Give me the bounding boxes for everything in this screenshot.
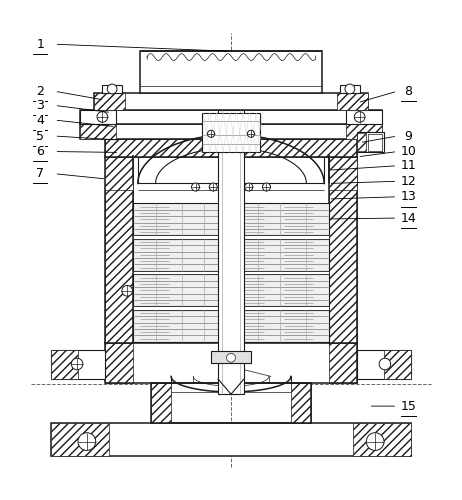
Text: 13: 13	[401, 190, 416, 203]
Bar	[340, 84, 359, 94]
Circle shape	[192, 183, 200, 191]
Bar	[104, 139, 358, 157]
Circle shape	[207, 130, 214, 138]
Bar	[358, 350, 411, 378]
Bar	[104, 343, 358, 383]
Bar	[51, 423, 109, 456]
Bar	[218, 110, 244, 394]
Bar	[103, 84, 122, 94]
Text: 7: 7	[36, 167, 44, 180]
Text: 11: 11	[401, 159, 416, 172]
Bar	[346, 124, 382, 139]
Bar	[51, 350, 104, 378]
Text: 10: 10	[401, 145, 416, 158]
Bar	[80, 110, 116, 124]
Text: 8: 8	[404, 84, 413, 98]
Bar	[151, 383, 171, 423]
Bar	[231, 310, 328, 342]
Bar	[51, 423, 411, 456]
Text: 14: 14	[401, 212, 416, 224]
Bar	[104, 139, 358, 157]
Bar	[80, 110, 382, 124]
Bar	[211, 350, 251, 363]
Circle shape	[379, 358, 391, 370]
Circle shape	[226, 354, 236, 362]
Bar	[51, 350, 78, 378]
Bar	[93, 94, 125, 110]
Bar	[202, 112, 260, 152]
Bar	[358, 133, 366, 150]
Text: 9: 9	[404, 130, 413, 142]
Text: 6: 6	[36, 145, 44, 158]
Bar	[134, 236, 328, 239]
Bar	[328, 157, 358, 343]
Bar	[80, 124, 382, 139]
Bar	[171, 383, 291, 392]
Circle shape	[245, 183, 253, 191]
Text: 1: 1	[36, 38, 44, 51]
Bar	[80, 124, 116, 139]
Bar	[134, 271, 328, 274]
Circle shape	[227, 183, 235, 191]
Circle shape	[107, 84, 117, 94]
Bar	[134, 310, 231, 342]
Bar	[384, 350, 411, 378]
Bar	[328, 157, 358, 343]
Bar	[104, 157, 134, 190]
Bar	[151, 383, 311, 423]
Text: 12: 12	[401, 175, 416, 188]
Circle shape	[71, 358, 83, 370]
Bar	[134, 274, 231, 306]
Bar	[231, 239, 328, 271]
Bar	[231, 204, 328, 236]
Bar	[140, 52, 322, 94]
Text: 3: 3	[36, 99, 44, 112]
Bar	[104, 157, 134, 343]
Circle shape	[248, 130, 255, 138]
Bar	[104, 157, 134, 343]
Circle shape	[354, 112, 365, 122]
Bar	[353, 423, 411, 456]
Bar	[231, 274, 328, 306]
Circle shape	[209, 183, 217, 191]
Bar	[328, 157, 358, 190]
Bar	[291, 383, 311, 423]
Bar	[134, 306, 328, 310]
Bar	[346, 110, 382, 124]
Bar	[358, 132, 384, 152]
Bar	[134, 204, 231, 236]
Circle shape	[345, 84, 355, 94]
Text: 15: 15	[401, 400, 416, 412]
Text: 2: 2	[36, 84, 44, 98]
Circle shape	[122, 286, 133, 296]
Circle shape	[97, 112, 108, 122]
Circle shape	[366, 432, 384, 450]
Circle shape	[78, 432, 96, 450]
Bar	[104, 343, 134, 383]
Bar	[93, 94, 369, 110]
Bar	[337, 94, 369, 110]
Text: 4: 4	[36, 114, 44, 126]
Bar	[134, 239, 231, 271]
Bar	[369, 134, 382, 151]
Bar	[328, 343, 358, 383]
Circle shape	[262, 183, 270, 191]
Text: 5: 5	[36, 130, 44, 142]
